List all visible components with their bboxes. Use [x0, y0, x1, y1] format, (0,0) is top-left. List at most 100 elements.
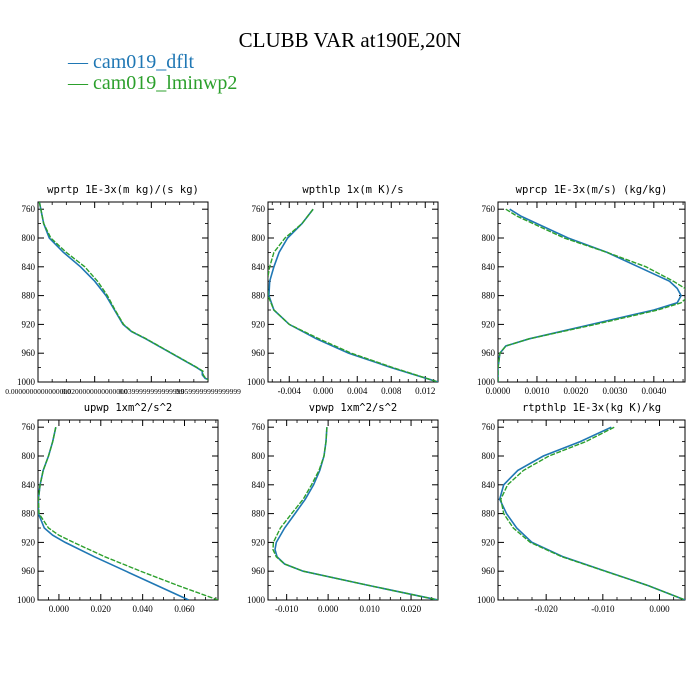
y-tick-label: 960 [22, 566, 36, 576]
panel-title: wprcp 1E-3x(m/s) (kg/kg) [516, 184, 668, 196]
series-line-lminwp2 [268, 208, 438, 382]
y-tick-label: 960 [252, 566, 266, 576]
series-line-dflt [38, 427, 190, 600]
y-tick-label: 960 [22, 348, 36, 358]
x-tick-label: 0.020 [91, 604, 112, 614]
figure-title: CLUBB VAR at190E,20N [238, 28, 462, 52]
x-tick-label: 0.0030 [603, 386, 628, 396]
x-tick-label: -0.010 [275, 604, 299, 614]
x-tick-label: 0.0399999999999999 [119, 387, 185, 396]
x-tick-label: 0.0000 [486, 386, 511, 396]
y-tick-label: 1000 [17, 377, 36, 387]
y-tick-label: 800 [482, 451, 496, 461]
panel-frame [267, 419, 439, 601]
legend-swatch-lminwp2: — [68, 72, 88, 94]
series-line-lminwp2 [272, 427, 438, 600]
y-tick-label: 800 [482, 233, 496, 243]
x-tick-label: 0.000 [313, 386, 334, 396]
panel-4: upwp 1xm^2/s^2 760 800 840 880 920 960 1000 0.00… [17, 402, 219, 614]
y-tick-label: 880 [22, 509, 36, 519]
y-tick-label: 760 [482, 204, 496, 214]
series-line-lminwp2 [38, 202, 208, 381]
legend-label-dflt: cam019_dflt [93, 51, 195, 73]
y-tick-label: 920 [482, 537, 496, 547]
series-line-lminwp2 [38, 427, 218, 600]
y-tick-label: 960 [482, 348, 496, 358]
x-tick-label: 0.010 [359, 604, 380, 614]
x-tick-label: 0.004 [347, 386, 368, 396]
x-tick-label: 0.000 [649, 604, 670, 614]
y-tick-label: 840 [482, 480, 496, 490]
y-tick-label: 960 [482, 566, 496, 576]
panel-title: wprtp 1E-3x(m kg)/(s kg) [47, 184, 199, 196]
panel-2: wpthlp 1x(m K)/s 760 800 840 880 920 960 1000 -0… [247, 184, 439, 396]
legend-label-lminwp2: cam019_lminwp2 [93, 72, 238, 94]
y-tick-label: 1000 [247, 595, 266, 605]
y-tick-label: 760 [252, 422, 266, 432]
legend-swatch-dflt: — [68, 51, 88, 73]
y-tick-label: 840 [252, 480, 266, 490]
panel-1: wprtp 1E-3x(m kg)/(s kg) 760 800 840 880 920 9… [5, 184, 241, 396]
y-tick-label: 1000 [247, 377, 266, 387]
y-tick-label: 840 [482, 262, 496, 272]
panel-title: wpthlp 1x(m K)/s [302, 184, 403, 196]
y-tick-label: 760 [482, 422, 496, 432]
panel-frame [37, 201, 209, 383]
x-tick-label: 0.0040 [641, 386, 666, 396]
x-tick-label: -0.004 [278, 386, 302, 396]
y-tick-label: 920 [22, 319, 36, 329]
y-tick-label: 840 [252, 262, 266, 272]
x-tick-label: 0.0200000000000000 [62, 387, 128, 396]
x-tick-label: 0.000 [318, 604, 339, 614]
series-line-dflt [38, 202, 208, 381]
y-tick-label: 760 [22, 422, 36, 432]
y-tick-label: 760 [252, 204, 266, 214]
x-tick-label: -0.020 [535, 604, 559, 614]
x-tick-label: 0.012 [415, 386, 435, 396]
y-tick-label: 840 [22, 262, 36, 272]
x-tick-label: 0.0010 [525, 386, 550, 396]
y-tick-label: 920 [22, 537, 36, 547]
panel-title: vpwp 1xm^2/s^2 [309, 402, 398, 414]
panel-5: vpwp 1xm^2/s^2 760 800 840 880 920 960 1000 -0.0… [247, 402, 439, 614]
x-tick-label: 0.0599999999999999 [175, 387, 241, 396]
series-line-dflt [268, 208, 438, 382]
x-tick-label: 0.0000000000000000 [5, 387, 71, 396]
x-tick-label: 0.008 [381, 386, 402, 396]
legend-entry-lminwp2: — cam019_lminwp2 [68, 72, 237, 95]
y-tick-label: 760 [22, 204, 36, 214]
y-tick-label: 800 [22, 233, 36, 243]
panel-frame [497, 419, 686, 601]
series-line-lminwp2 [500, 426, 685, 600]
y-tick-label: 800 [22, 451, 36, 461]
x-tick-label: 0.000 [49, 604, 70, 614]
y-tick-label: 880 [252, 291, 266, 301]
x-tick-label: 0.0020 [564, 386, 589, 396]
y-tick-label: 800 [252, 233, 266, 243]
panel-frame [497, 201, 686, 383]
x-tick-label: 0.040 [133, 604, 154, 614]
panel-title: upwp 1xm^2/s^2 [84, 402, 173, 414]
x-tick-label: -0.010 [591, 604, 615, 614]
y-tick-label: 880 [482, 291, 496, 301]
series-line-dflt [274, 427, 438, 600]
y-tick-label: 960 [252, 348, 266, 358]
y-tick-label: 880 [252, 509, 266, 519]
y-tick-label: 920 [482, 319, 496, 329]
y-tick-label: 800 [252, 451, 266, 461]
y-tick-label: 1000 [477, 377, 496, 387]
y-tick-label: 1000 [477, 595, 496, 605]
y-tick-label: 880 [22, 291, 36, 301]
y-tick-label: 880 [482, 509, 496, 519]
panel-6: rtpthlp 1E-3x(kg K)/kg 760 800 840 880 920 960… [477, 402, 686, 614]
x-tick-label: 0.020 [401, 604, 422, 614]
y-tick-label: 840 [22, 480, 36, 490]
y-tick-label: 920 [252, 319, 266, 329]
x-tick-label: 0.060 [174, 604, 195, 614]
series-line-dflt [498, 426, 685, 600]
series-line-lminwp2 [498, 208, 685, 382]
legend-entry-dflt: — cam019_dflt [68, 51, 194, 74]
panel-3: wprcp 1E-3x(m/s) (kg/kg) 760 800 840 880 920 9… [477, 184, 686, 396]
y-tick-label: 1000 [17, 595, 36, 605]
